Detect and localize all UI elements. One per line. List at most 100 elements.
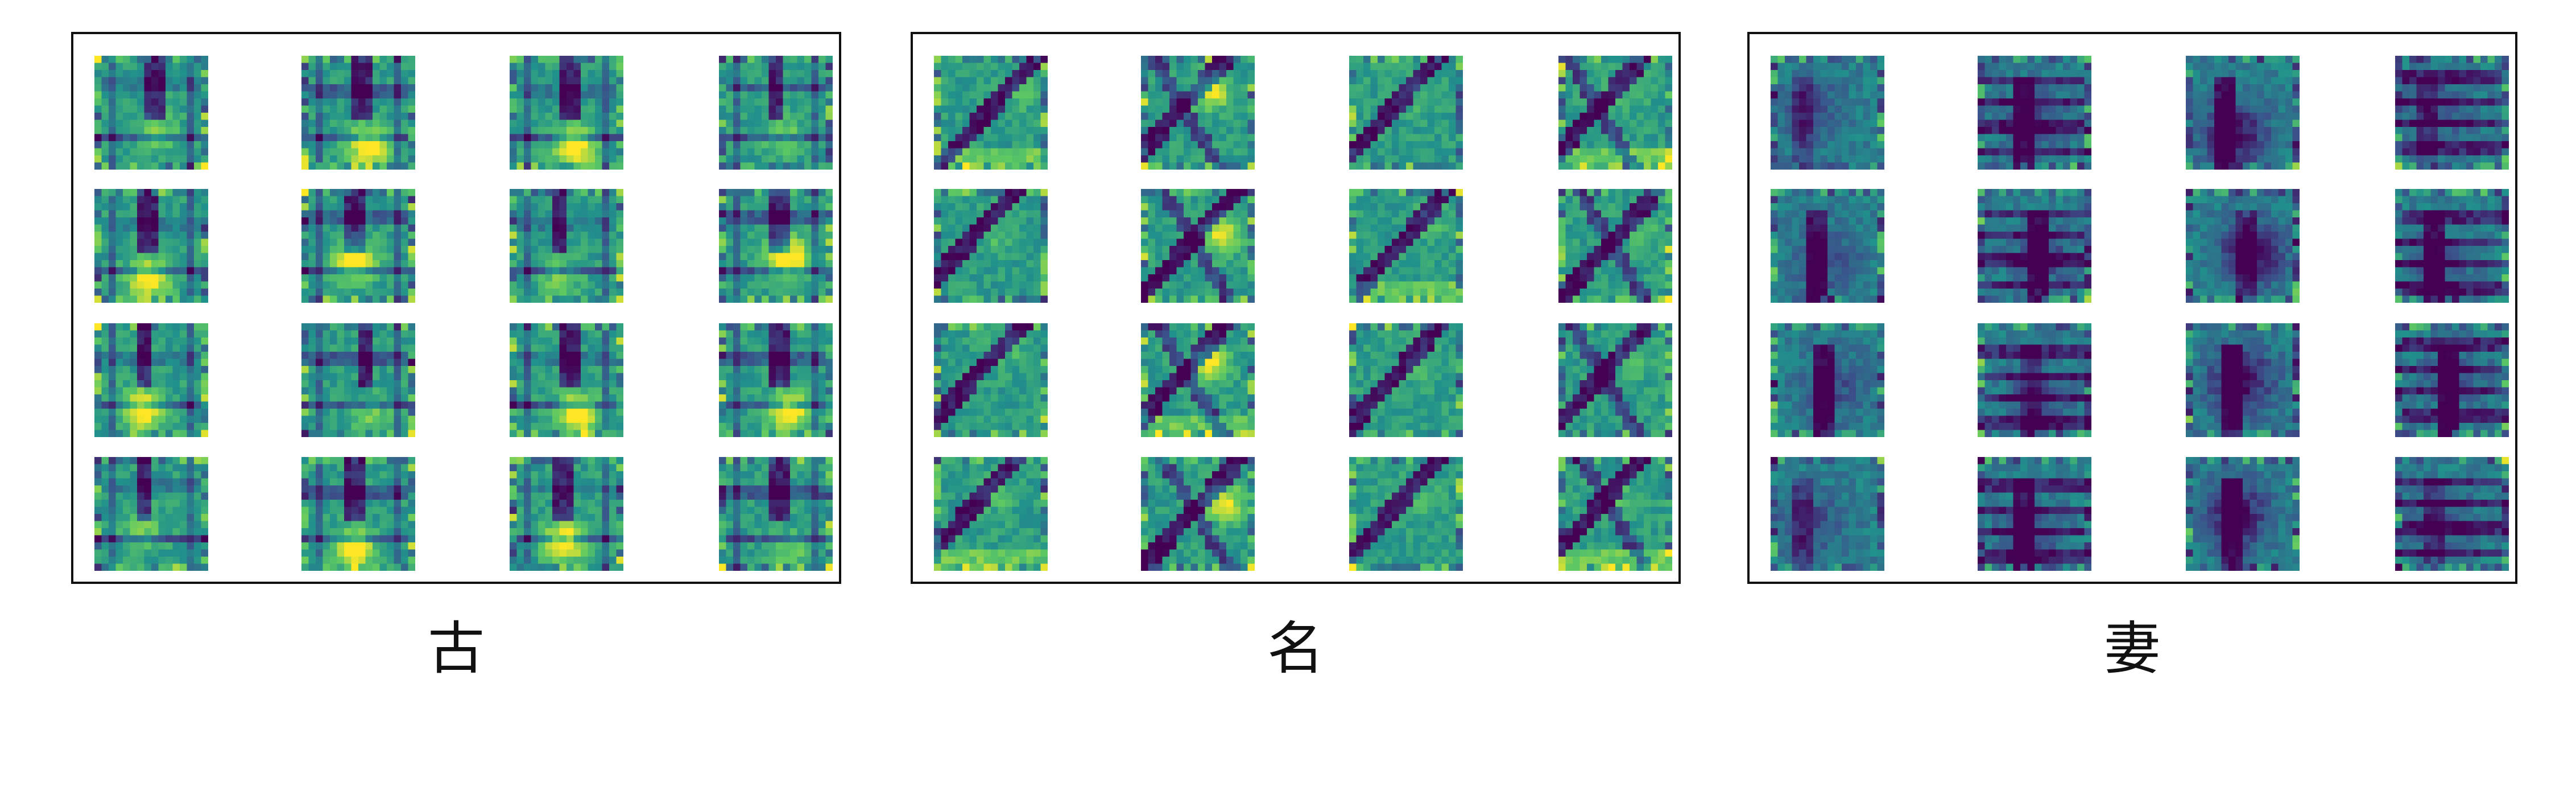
heatmap-cell [1587, 56, 1594, 63]
heatmap-cell [330, 394, 337, 402]
heatmap-cell [151, 211, 159, 218]
heatmap-cell [116, 373, 123, 381]
heatmap-cell [173, 217, 180, 225]
heatmap-cell [524, 550, 531, 557]
heatmap-cell [1434, 141, 1442, 149]
heatmap-cell [602, 479, 610, 486]
heatmap-cell [560, 217, 567, 225]
heatmap-cell [137, 267, 144, 275]
heatmap-cell [309, 457, 316, 464]
heatmap-cell [719, 423, 726, 430]
heatmap-cell [762, 402, 769, 409]
heatmap-cell [130, 203, 138, 211]
heatmap-cell [1371, 127, 1378, 134]
heatmap-cell [194, 479, 201, 486]
heatmap-cell [588, 388, 596, 395]
heatmap-cell [574, 564, 581, 571]
heatmap-cell [609, 479, 617, 486]
heatmap-cell [1357, 70, 1364, 77]
heatmap-cell [123, 56, 130, 63]
heatmap-cell [783, 70, 791, 77]
heatmap-cell [581, 134, 588, 142]
heatmap-cell [1169, 56, 1177, 63]
heatmap-cell [574, 113, 581, 120]
heatmap-cell [552, 345, 560, 352]
heatmap-cell [602, 471, 610, 479]
heatmap-cell [159, 253, 166, 261]
heatmap-cell [812, 507, 819, 514]
heatmap-cell [1456, 84, 1463, 92]
heatmap-cell [1184, 155, 1191, 163]
heatmap-cell [130, 409, 138, 416]
heatmap-cell [201, 225, 209, 232]
heatmap-cell [408, 471, 416, 479]
heatmap-cell [1442, 141, 1449, 149]
heatmap-cell [812, 282, 819, 289]
heatmap-cell [560, 471, 567, 479]
heatmap-cell [373, 345, 380, 352]
heatmap-cell [818, 113, 826, 120]
heatmap-cell [130, 352, 138, 359]
heatmap-cell [726, 282, 734, 289]
heatmap-cell [1399, 98, 1407, 106]
heatmap-cell [998, 141, 1006, 149]
heatmap-cell [1392, 134, 1399, 142]
heatmap-cell [804, 56, 812, 63]
heatmap-cell [617, 345, 624, 352]
heatmap-cell [352, 500, 359, 507]
heatmap-cell [595, 274, 602, 282]
heatmap-cell [187, 253, 195, 261]
heatmap-cell [733, 514, 741, 521]
heatmap-cell [116, 267, 123, 275]
heatmap-cell [180, 564, 187, 571]
heatmap-cell [180, 274, 187, 282]
heatmap-cell [366, 359, 373, 367]
heatmap-cell [194, 550, 201, 557]
heatmap-cell [123, 232, 130, 239]
heatmap-cell [574, 409, 581, 416]
heatmap-cell [1241, 134, 1248, 142]
heatmap-cell [394, 282, 402, 289]
heatmap-cell [524, 430, 531, 438]
heatmap-cell [1357, 77, 1364, 85]
heatmap-cell [538, 77, 545, 85]
heatmap-cell [401, 550, 408, 557]
heatmap-cell [116, 77, 123, 85]
heatmap-cell [552, 134, 560, 142]
heatmap-cell [962, 98, 970, 106]
heatmap-cell [531, 485, 539, 493]
heatmap-cell [94, 127, 102, 134]
heatmap-cell [366, 155, 373, 163]
heatmap-cell [517, 550, 524, 557]
heatmap-cell [166, 63, 173, 71]
heatmap-cell [790, 149, 797, 156]
heatmap-cell [1027, 106, 1034, 113]
heatmap-cell [617, 402, 624, 409]
heatmap-cell [94, 423, 102, 430]
heatmap-cell [309, 557, 316, 564]
heatmap-cell [1623, 70, 1630, 77]
heatmap-cell [1041, 92, 1048, 99]
heatmap-cell [783, 141, 791, 149]
heatmap-cell [344, 289, 352, 296]
heatmap-cell [1630, 56, 1637, 63]
heatmap-cell [538, 98, 545, 106]
heatmap-cell [337, 352, 345, 359]
heatmap-cell [609, 542, 617, 550]
heatmap-cell [826, 423, 833, 430]
heatmap-cell [733, 289, 741, 296]
heatmap-cell [1665, 63, 1673, 71]
heatmap-cell [387, 232, 394, 239]
heatmap-cell [109, 564, 116, 571]
heatmap-cell [1141, 127, 1148, 134]
heatmap-cell [797, 296, 805, 303]
heatmap-cell [531, 274, 539, 282]
heatmap-cell [552, 471, 560, 479]
heatmap-cell [116, 507, 123, 514]
heatmap-cell [797, 84, 805, 92]
heatmap-cell [538, 260, 545, 267]
heatmap-cell [316, 564, 323, 571]
heatmap-cell [137, 337, 144, 345]
heatmap-cell [94, 232, 102, 239]
heatmap-cell [545, 345, 553, 352]
